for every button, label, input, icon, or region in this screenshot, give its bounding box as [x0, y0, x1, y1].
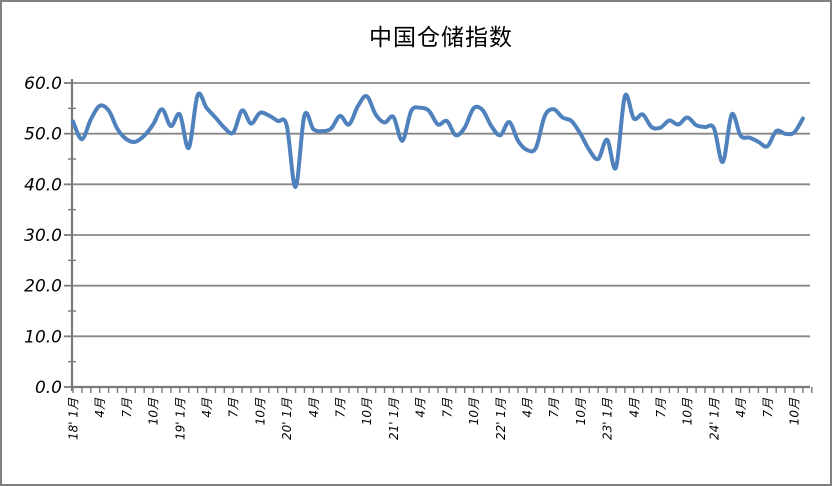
- x-axis-label: 4月: [200, 397, 214, 418]
- x-axis-label: 4月: [520, 397, 534, 418]
- y-axis-label: 50.0: [24, 125, 62, 145]
- x-axis-label: 7月: [120, 397, 134, 418]
- x-axis-label: 7月: [440, 397, 454, 418]
- x-axis-label: 10月: [360, 397, 374, 425]
- y-axis-label: 20.0: [24, 277, 62, 297]
- x-axis-label: 4月: [734, 397, 748, 418]
- x-axis-label: 10月: [788, 397, 802, 425]
- x-axis-label: 10月: [253, 397, 267, 425]
- y-axis-label: 60.0: [24, 74, 62, 94]
- x-axis-label: 7月: [654, 397, 668, 418]
- x-axis-label: 4月: [307, 397, 321, 418]
- x-axis-label: 22' 1月: [494, 397, 508, 440]
- x-axis-label: 23' 1月: [601, 397, 615, 440]
- x-axis-label: 18' 1月: [67, 397, 81, 440]
- x-axis-label: 4月: [414, 397, 428, 418]
- x-axis-label: 21' 1月: [387, 397, 401, 440]
- y-axis-label: 40.0: [24, 175, 62, 195]
- x-axis-label: 10月: [574, 397, 588, 425]
- x-axis-label: 10月: [147, 397, 161, 425]
- x-axis-label: 24' 1月: [707, 397, 721, 440]
- x-axis-label: 7月: [334, 397, 348, 418]
- chart-title: 中国仓储指数: [369, 25, 513, 51]
- index-data-line: [71, 91, 805, 189]
- x-axis-label: 10月: [681, 397, 695, 425]
- x-axis-label: 7月: [227, 397, 241, 418]
- x-axis-label: 7月: [547, 397, 561, 418]
- x-axis-label: 20' 1月: [280, 397, 294, 440]
- y-axis-label: 10.0: [24, 327, 62, 347]
- x-axis-label: 4月: [627, 397, 641, 418]
- y-axis-label: 0.0: [35, 378, 62, 398]
- y-axis-label: 30.0: [24, 226, 62, 246]
- x-axis-label: 7月: [761, 397, 775, 418]
- x-axis-label: 19' 1月: [173, 397, 187, 440]
- x-axis-label: 4月: [93, 397, 107, 418]
- x-axis-label: 10月: [467, 397, 481, 425]
